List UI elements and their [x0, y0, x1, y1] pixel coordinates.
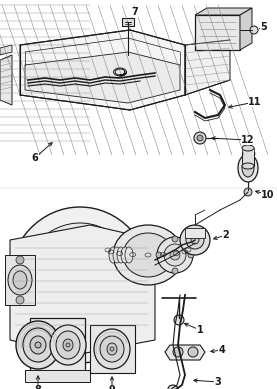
Polygon shape	[20, 30, 185, 110]
Text: 11: 11	[248, 97, 262, 107]
Ellipse shape	[107, 343, 117, 355]
Polygon shape	[195, 15, 240, 50]
Ellipse shape	[194, 132, 206, 144]
Ellipse shape	[30, 336, 46, 354]
Ellipse shape	[94, 329, 130, 369]
Bar	[25, 370, 90, 382]
Ellipse shape	[157, 237, 193, 273]
Ellipse shape	[110, 347, 114, 351]
Ellipse shape	[188, 252, 194, 258]
Ellipse shape	[173, 347, 183, 357]
Text: 9: 9	[109, 385, 116, 389]
Bar	[185, 228, 205, 238]
Ellipse shape	[242, 145, 254, 151]
Ellipse shape	[242, 163, 254, 169]
Ellipse shape	[56, 331, 80, 359]
Ellipse shape	[244, 188, 252, 196]
Polygon shape	[0, 55, 12, 105]
Text: 2: 2	[223, 230, 229, 240]
Ellipse shape	[170, 250, 180, 260]
Ellipse shape	[63, 339, 73, 351]
Ellipse shape	[164, 244, 186, 266]
Bar	[90, 325, 135, 373]
Ellipse shape	[109, 247, 117, 263]
Ellipse shape	[125, 247, 133, 263]
Text: 1: 1	[197, 325, 203, 335]
Ellipse shape	[188, 347, 198, 357]
Ellipse shape	[8, 207, 152, 363]
Ellipse shape	[250, 26, 258, 34]
Ellipse shape	[50, 325, 86, 365]
Polygon shape	[0, 45, 12, 55]
Ellipse shape	[13, 271, 27, 289]
Text: 8: 8	[35, 385, 42, 389]
Polygon shape	[185, 40, 230, 95]
Ellipse shape	[113, 225, 183, 285]
Ellipse shape	[197, 135, 203, 141]
Ellipse shape	[8, 265, 32, 295]
Ellipse shape	[172, 268, 178, 274]
Bar	[5, 255, 35, 305]
Ellipse shape	[117, 247, 125, 263]
Text: 4: 4	[219, 345, 225, 355]
Ellipse shape	[16, 296, 24, 304]
Ellipse shape	[66, 343, 70, 347]
Text: 6: 6	[32, 153, 39, 163]
Ellipse shape	[186, 231, 204, 249]
Polygon shape	[195, 8, 252, 15]
Ellipse shape	[113, 247, 121, 263]
Ellipse shape	[242, 159, 254, 177]
Ellipse shape	[238, 154, 258, 182]
Bar	[242, 148, 254, 166]
Polygon shape	[122, 18, 134, 26]
Ellipse shape	[16, 321, 60, 369]
Text: 12: 12	[241, 135, 255, 145]
Bar	[30, 318, 85, 373]
Ellipse shape	[123, 233, 173, 277]
Text: 5: 5	[261, 22, 267, 32]
Ellipse shape	[156, 252, 162, 258]
Text: 3: 3	[215, 377, 221, 387]
Ellipse shape	[100, 336, 124, 362]
Polygon shape	[165, 345, 205, 360]
Polygon shape	[240, 8, 252, 50]
Ellipse shape	[174, 315, 184, 325]
Ellipse shape	[172, 236, 178, 242]
Ellipse shape	[180, 225, 210, 255]
Ellipse shape	[23, 328, 53, 362]
Polygon shape	[25, 52, 180, 103]
Text: 10: 10	[261, 190, 275, 200]
Ellipse shape	[16, 256, 24, 264]
Ellipse shape	[35, 342, 41, 348]
Ellipse shape	[168, 385, 178, 389]
Ellipse shape	[191, 236, 199, 244]
Polygon shape	[10, 225, 155, 355]
Ellipse shape	[38, 240, 122, 330]
Text: 7: 7	[132, 7, 138, 17]
Ellipse shape	[22, 223, 138, 347]
Ellipse shape	[121, 247, 129, 263]
